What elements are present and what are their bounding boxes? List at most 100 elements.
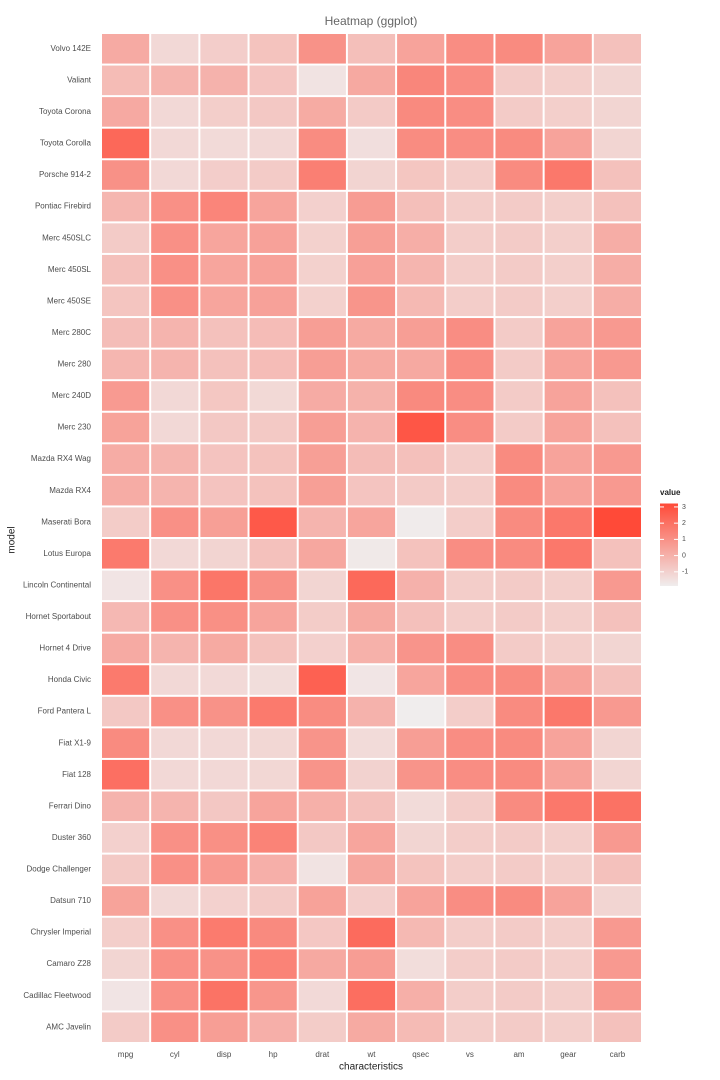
heat-cell (151, 665, 199, 695)
heat-cell (102, 412, 150, 443)
y-tick-label: Merc 280C (52, 328, 91, 337)
heat-cell (495, 728, 543, 758)
heat-cell (102, 381, 150, 411)
heat-cell (593, 318, 641, 348)
heat-cell (397, 160, 445, 190)
heat-cell (593, 349, 641, 380)
heat-cell (495, 381, 543, 411)
heat-cell (446, 791, 494, 822)
heat-cell (495, 286, 543, 317)
heat-cell (495, 886, 543, 916)
heat-cell (102, 97, 150, 127)
heat-cell (102, 728, 150, 758)
heat-cell (298, 444, 346, 474)
heat-cell (446, 1012, 494, 1042)
heat-cell (249, 160, 297, 190)
heat-cell (151, 854, 199, 885)
heat-cell (495, 602, 543, 632)
heat-cell (151, 633, 199, 664)
heat-cell (544, 254, 592, 285)
heat-cell (593, 381, 641, 411)
heat-cell (347, 949, 396, 979)
heat-cell (249, 223, 297, 253)
heat-cell (495, 412, 543, 443)
heat-cell (544, 286, 592, 317)
heat-cell (446, 665, 494, 695)
heat-cell (397, 34, 445, 64)
heat-cell (347, 696, 396, 727)
heat-cell (397, 917, 445, 948)
heat-cell (397, 412, 445, 443)
heat-cell (151, 223, 199, 253)
heat-cell (298, 475, 346, 506)
heat-cell (102, 349, 150, 380)
heat-cell (446, 412, 494, 443)
heat-cell (495, 823, 543, 853)
heat-cell (347, 665, 396, 695)
heat-cell (495, 633, 543, 664)
heat-cell (397, 65, 445, 96)
chart-title: Heatmap (ggplot) (325, 14, 418, 28)
heat-cell (544, 475, 592, 506)
heat-cell (298, 254, 346, 285)
heat-cell (495, 223, 543, 253)
heat-cell (544, 570, 592, 601)
heat-cell (298, 349, 346, 380)
heat-cell (102, 602, 150, 632)
heat-cell (347, 412, 396, 443)
heat-cell (593, 949, 641, 979)
heat-cell (544, 759, 592, 790)
heat-cell (495, 949, 543, 979)
heat-cell (593, 191, 641, 222)
heat-cell (249, 475, 297, 506)
heat-cell (298, 570, 346, 601)
x-tick-label: hp (269, 1050, 278, 1059)
heat-cell (249, 917, 297, 948)
heat-cell (397, 759, 445, 790)
heat-cell (102, 633, 150, 664)
heat-cell (347, 1012, 396, 1042)
x-tick-label: mpg (118, 1050, 134, 1059)
heat-cell (593, 886, 641, 916)
heat-cell (298, 223, 346, 253)
heat-cell (249, 886, 297, 916)
heat-cell (544, 507, 592, 537)
heat-cell (200, 34, 248, 64)
heat-cell (200, 633, 248, 664)
heat-cell (200, 1012, 248, 1042)
heat-cell (544, 949, 592, 979)
heat-cell (593, 97, 641, 127)
heat-cell (397, 381, 445, 411)
heat-cell (151, 949, 199, 979)
heat-cell (446, 444, 494, 474)
heat-cell (102, 286, 150, 317)
heat-cell (200, 917, 248, 948)
heat-cell (347, 791, 396, 822)
heat-cell (446, 570, 494, 601)
y-tick-label: Mazda RX4 (49, 486, 91, 495)
heat-cell (298, 507, 346, 537)
heat-cell (347, 444, 396, 474)
heat-cell (102, 759, 150, 790)
heat-cell (446, 65, 494, 96)
x-tick-label: am (513, 1050, 524, 1059)
heat-cell (200, 223, 248, 253)
heat-cell (544, 34, 592, 64)
heat-cell (397, 854, 445, 885)
heat-cell (347, 318, 396, 348)
heat-cell (151, 444, 199, 474)
y-tick-label: Merc 450SL (48, 265, 92, 274)
heat-cell (544, 97, 592, 127)
legend-tick-label: 3 (682, 504, 686, 511)
heat-cell (249, 949, 297, 979)
x-axis-label: characteristics (339, 1062, 403, 1073)
heat-cell (544, 917, 592, 948)
heat-cell (495, 759, 543, 790)
heat-cell (151, 886, 199, 916)
heat-cell (446, 728, 494, 758)
heat-cell (347, 602, 396, 632)
heat-cell (495, 854, 543, 885)
heat-cell (151, 759, 199, 790)
heat-cell (298, 791, 346, 822)
heat-cell (347, 381, 396, 411)
